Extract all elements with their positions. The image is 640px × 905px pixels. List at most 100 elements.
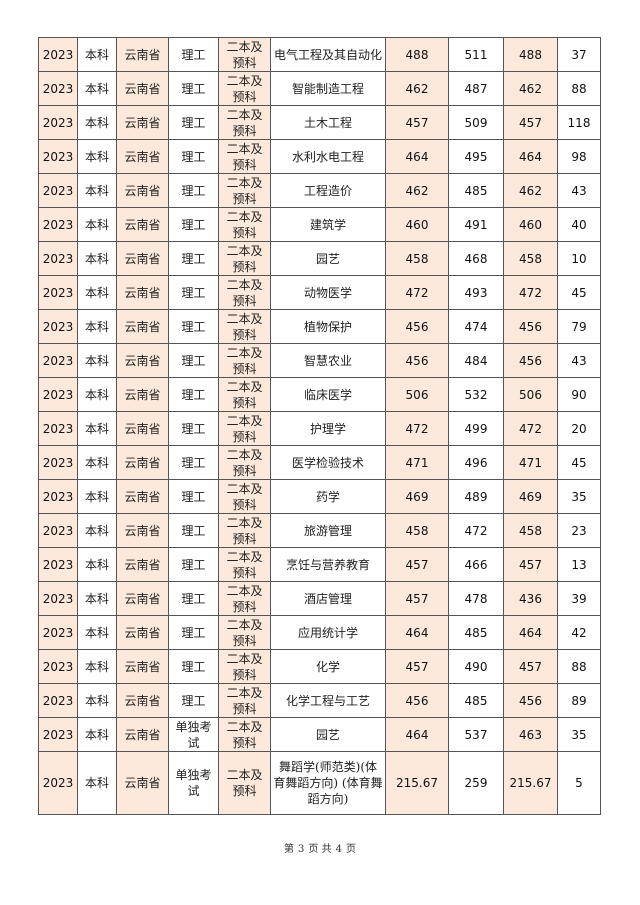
category-cell: 理工 <box>168 241 219 276</box>
score-b-cell: 472 <box>448 513 504 548</box>
category-cell: 理工 <box>168 377 219 412</box>
table-row: 2023 本科 云南省 理工 二本及预科 药学 469 489 469 35 <box>38 479 601 514</box>
level-cell: 本科 <box>77 479 117 514</box>
year-cell: 2023 <box>38 241 78 276</box>
admission-scores-table: 2023 本科 云南省 理工 二本及预科 电气工程及其自动化 488 511 488 37 2023… <box>38 37 601 815</box>
score-c-cell: 436 <box>503 581 558 616</box>
score-a-cell: 457 <box>385 649 449 684</box>
count-cell: 37 <box>557 37 601 72</box>
score-c-cell: 464 <box>503 615 558 650</box>
level-cell: 本科 <box>77 309 117 344</box>
score-b-cell: 489 <box>448 479 504 514</box>
score-b-cell: 466 <box>448 547 504 582</box>
year-cell: 2023 <box>38 37 78 72</box>
major-cell: 工程造价 <box>270 173 386 208</box>
count-cell: 43 <box>557 173 601 208</box>
table-row: 2023 本科 云南省 理工 二本及预科 护理学 472 499 472 20 <box>38 411 601 446</box>
batch-cell: 二本及预科 <box>218 377 271 412</box>
level-cell: 本科 <box>77 547 117 582</box>
score-a-cell: 456 <box>385 683 449 718</box>
score-a-cell: 456 <box>385 309 449 344</box>
batch-cell: 二本及预科 <box>218 207 271 242</box>
major-cell: 智能制造工程 <box>270 71 386 106</box>
province-cell: 云南省 <box>116 105 169 140</box>
score-a-cell: 457 <box>385 547 449 582</box>
score-c-cell: 215.67 <box>503 751 558 815</box>
level-cell: 本科 <box>77 717 117 752</box>
level-cell: 本科 <box>77 649 117 684</box>
count-cell: 20 <box>557 411 601 446</box>
year-cell: 2023 <box>38 649 78 684</box>
major-cell: 旅游管理 <box>270 513 386 548</box>
footer-prefix: 第 <box>284 844 295 855</box>
year-cell: 2023 <box>38 445 78 480</box>
count-cell: 13 <box>557 547 601 582</box>
batch-cell: 二本及预科 <box>218 683 271 718</box>
score-a-cell: 464 <box>385 139 449 174</box>
count-cell: 23 <box>557 513 601 548</box>
batch-cell: 二本及预科 <box>218 139 271 174</box>
score-a-cell: 472 <box>385 411 449 446</box>
major-cell: 临床医学 <box>270 377 386 412</box>
count-cell: 35 <box>557 479 601 514</box>
year-cell: 2023 <box>38 547 78 582</box>
province-cell: 云南省 <box>116 479 169 514</box>
score-a-cell: 457 <box>385 581 449 616</box>
score-b-cell: 478 <box>448 581 504 616</box>
score-a-cell: 458 <box>385 513 449 548</box>
major-cell: 医学检验技术 <box>270 445 386 480</box>
major-cell: 电气工程及其自动化 <box>270 37 386 72</box>
year-cell: 2023 <box>38 683 78 718</box>
table-row: 2023 本科 云南省 理工 二本及预科 工程造价 462 485 462 43 <box>38 173 601 208</box>
count-cell: 10 <box>557 241 601 276</box>
score-c-cell: 456 <box>503 683 558 718</box>
year-cell: 2023 <box>38 717 78 752</box>
score-c-cell: 469 <box>503 479 558 514</box>
table-row: 2023 本科 云南省 理工 二本及预科 智慧农业 456 484 456 43 <box>38 343 601 378</box>
province-cell: 云南省 <box>116 377 169 412</box>
table-row: 2023 本科 云南省 理工 二本及预科 酒店管理 457 478 436 39 <box>38 581 601 616</box>
table-row: 2023 本科 云南省 理工 二本及预科 电气工程及其自动化 488 511 488 37 <box>38 37 601 72</box>
major-cell: 护理学 <box>270 411 386 446</box>
year-cell: 2023 <box>38 751 78 815</box>
table-row: 2023 本科 云南省 单独考试 二本及预科 舞蹈学(师范类)(体育舞蹈方向) (体育舞蹈… <box>38 751 601 815</box>
count-cell: 35 <box>557 717 601 752</box>
category-cell: 理工 <box>168 139 219 174</box>
score-c-cell: 462 <box>503 173 558 208</box>
province-cell: 云南省 <box>116 275 169 310</box>
batch-cell: 二本及预科 <box>218 37 271 72</box>
score-a-cell: 472 <box>385 275 449 310</box>
score-b-cell: 490 <box>448 649 504 684</box>
count-cell: 39 <box>557 581 601 616</box>
province-cell: 云南省 <box>116 71 169 106</box>
level-cell: 本科 <box>77 241 117 276</box>
score-c-cell: 472 <box>503 275 558 310</box>
count-cell: 5 <box>557 751 601 815</box>
major-cell: 智慧农业 <box>270 343 386 378</box>
batch-cell: 二本及预科 <box>218 547 271 582</box>
score-a-cell: 464 <box>385 717 449 752</box>
batch-cell: 二本及预科 <box>218 343 271 378</box>
category-cell: 单独考试 <box>168 751 219 815</box>
province-cell: 云南省 <box>116 445 169 480</box>
year-cell: 2023 <box>38 411 78 446</box>
year-cell: 2023 <box>38 139 78 174</box>
year-cell: 2023 <box>38 71 78 106</box>
score-c-cell: 463 <box>503 717 558 752</box>
score-b-cell: 468 <box>448 241 504 276</box>
table-row: 2023 本科 云南省 理工 二本及预科 建筑学 460 491 460 40 <box>38 207 601 242</box>
level-cell: 本科 <box>77 37 117 72</box>
category-cell: 单独考试 <box>168 717 219 752</box>
category-cell: 理工 <box>168 309 219 344</box>
province-cell: 云南省 <box>116 173 169 208</box>
table-row: 2023 本科 云南省 理工 二本及预科 智能制造工程 462 487 462 88 <box>38 71 601 106</box>
score-a-cell: 460 <box>385 207 449 242</box>
category-cell: 理工 <box>168 411 219 446</box>
batch-cell: 二本及预科 <box>218 445 271 480</box>
category-cell: 理工 <box>168 71 219 106</box>
province-cell: 云南省 <box>116 139 169 174</box>
batch-cell: 二本及预科 <box>218 411 271 446</box>
score-c-cell: 457 <box>503 105 558 140</box>
batch-cell: 二本及预科 <box>218 275 271 310</box>
table-row: 2023 本科 云南省 理工 二本及预科 医学检验技术 471 496 471 45 <box>38 445 601 480</box>
